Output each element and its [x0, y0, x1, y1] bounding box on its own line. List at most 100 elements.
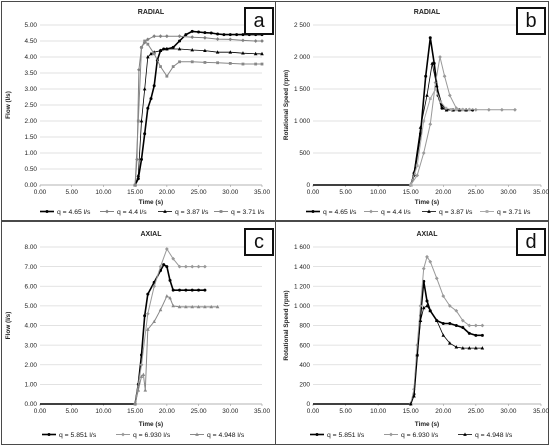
chart-b-legend-label: q = 3.71 l/s: [497, 209, 531, 216]
chart-d-series-2-point: [421, 266, 426, 271]
chart-d-legend-marker: [389, 432, 393, 437]
chart-a-legend-marker: [45, 210, 49, 213]
chart-a-series-4-point: [228, 62, 232, 65]
chart-a-series-1-point: [235, 33, 239, 37]
chart-a-series-1-point: [197, 30, 201, 34]
chart-a-series-2-point: [164, 34, 169, 39]
chart-c-series-2-point: [183, 264, 188, 269]
chart-a-series-3-point: [190, 47, 195, 52]
chart-a-series-4-point: [146, 42, 150, 46]
chart-b-legend-marker: [485, 210, 489, 213]
chart-a-series-2-point: [241, 38, 245, 43]
chart-b-ytick-label: 1 000: [294, 118, 310, 125]
chart-b-ytick-label: 1 500: [294, 86, 310, 93]
chart-c-series-3-point: [143, 388, 148, 392]
chart-a-xtick-label: 10.00: [95, 189, 111, 196]
chart-a-series-1-point: [139, 157, 143, 161]
chart-b-series-4-point: [467, 108, 471, 112]
chart-a-series-2-line: [134, 35, 262, 186]
chart-panel-c: [1, 221, 276, 445]
chart-b-series-2-point: [486, 107, 491, 112]
chart-a-series-3-point: [165, 47, 169, 51]
chart-a-series-2-point: [177, 34, 182, 39]
chart-b-series-2-point: [447, 93, 452, 98]
chart-a-series-3-point: [253, 51, 258, 56]
chart-b-series-4-point: [415, 164, 419, 168]
chart-b-legend-label: q = 4.4 l/s: [381, 209, 411, 216]
chart-d-series-3-point: [467, 346, 472, 350]
chart-a-series-3-point: [228, 50, 233, 54]
chart-a-series-2-point: [190, 35, 195, 40]
chart-a-ylabel: Flow (l/s): [5, 91, 12, 119]
chart-d-legend-marker: [463, 432, 467, 436]
chart-d-series-3-point: [434, 318, 439, 322]
chart-d-ytick-label: 400: [299, 362, 310, 369]
chart-d-series-3-point: [418, 318, 423, 322]
chart-c-series-2-point: [164, 247, 169, 251]
chart-a-series-1-point: [184, 33, 188, 37]
chart-d-series-3-point: [480, 346, 485, 350]
chart-a-series-1-point: [203, 31, 207, 35]
chart-b-series-3-point: [444, 108, 449, 112]
chart-b-xtick-label: 20.00: [435, 189, 451, 196]
chart-c-ytick-label: 4.00: [25, 323, 38, 330]
chart-b-xtick-label: 25.00: [468, 189, 484, 196]
chart-c-series-3-point: [139, 374, 144, 378]
chart-a-xtick-label: 5.00: [65, 189, 78, 196]
badge-b: b: [516, 7, 546, 35]
chart-a-series-1-point: [149, 97, 153, 101]
chart-a-series-1-point: [143, 132, 147, 136]
chart-a-xlabel: Time (s): [139, 199, 163, 206]
chart-d-series-1-point: [454, 324, 458, 327]
chart-c-series-1-point: [162, 263, 166, 267]
chart-a-legend-marker: [105, 209, 109, 214]
chart-c-series-1-line: [40, 263, 205, 405]
chart-a-series-4-point: [140, 46, 143, 49]
chart-a-series-4-point: [254, 62, 258, 66]
chart-a-series-1-point: [216, 32, 220, 36]
chart-b-series-4-point: [444, 106, 448, 110]
chart-a-series-3-point: [158, 48, 163, 52]
chart-a-series-3-point: [215, 50, 220, 54]
chart-d-series-2-point: [412, 387, 416, 392]
chart-b-xtick-label: 15.00: [403, 189, 419, 196]
chart-c-series-3-point: [203, 304, 207, 309]
chart-c-series-1-point: [146, 292, 150, 296]
chart-a-xtick-label: 35.00: [254, 189, 270, 196]
chart-a-series-1-point: [190, 29, 194, 33]
chart-c-series-2-point: [145, 311, 150, 316]
chart-a-series-4-point: [143, 39, 147, 43]
chart-a-series-2-point: [158, 34, 163, 39]
chart-d-series-1-point: [480, 333, 484, 337]
chart-c-legend-label: q = 6.930 l/s: [133, 432, 171, 439]
chart-d-ytick-label: 0: [306, 401, 310, 408]
chart-c-xtick-label: 5.00: [65, 408, 78, 415]
chart-b-series-2-point: [442, 74, 447, 79]
chart-d-xtick-label: 20.00: [435, 408, 451, 415]
chart-d-series-2-point: [441, 294, 446, 298]
chart-a-ytick-label: 0.50: [25, 166, 38, 173]
chart-b-ytick-label: 500: [299, 150, 310, 157]
chart-d-series-3-point: [428, 308, 433, 313]
chart-d-xtick-label: 15.00: [403, 408, 419, 415]
chart-d-legend-label: q = 4.948 l/s: [475, 432, 513, 439]
chart-c-xtick-label: 20.00: [159, 408, 175, 415]
chart-a-series-4-point: [165, 74, 169, 78]
chart-a-series-2-point: [215, 37, 220, 41]
chart-a-series-2-point: [135, 157, 139, 162]
chart-c-series-1-point: [178, 288, 182, 292]
chart-b-ylabel: Rotational Speed (rpm): [283, 70, 290, 140]
chart-c-xtick-label: 10.00: [95, 408, 111, 415]
chart-c-series-2-point: [171, 256, 176, 261]
chart-a-xtick-label: 20.00: [159, 189, 175, 196]
chart-c-ytick-label: 2.00: [25, 362, 38, 369]
chart-d-series-3-point: [461, 346, 465, 350]
chart-d-xtick-label: 25.00: [468, 408, 484, 415]
chart-c-series-2-point: [203, 264, 207, 269]
chart-c-xlabel: Time (s): [139, 421, 163, 428]
chart-b-series-1-point: [424, 74, 428, 78]
chart-b-series-3-point: [440, 103, 444, 107]
chart-c-series-2-point: [196, 264, 201, 269]
chart-b-series-1-point: [440, 106, 444, 110]
chart-b-series-1-line: [313, 36, 473, 186]
